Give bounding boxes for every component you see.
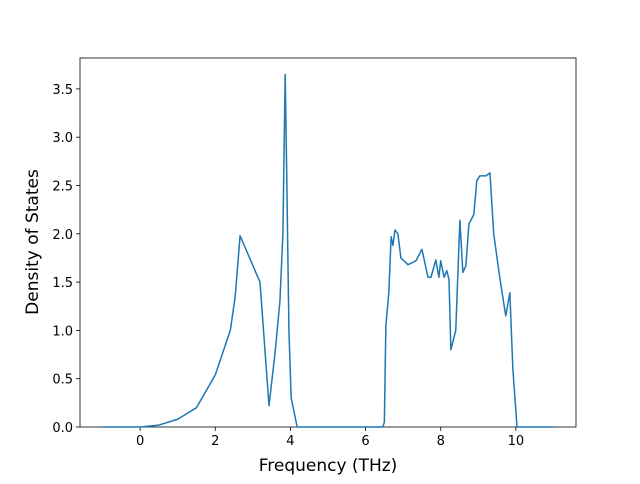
y-tick-label: 2.0 [52,228,73,243]
x-tick-label: 10 [508,434,525,449]
y-tick-label: 3.5 [52,83,73,98]
x-tick-label: 4 [286,434,294,449]
x-tick-label: 2 [211,434,219,449]
y-axis-label: Density of States [23,169,43,315]
x-tick-label: 6 [361,434,369,449]
data-line [102,73,554,428]
x-tick-label: 8 [437,434,445,449]
y-tick-label: 0.0 [52,421,73,436]
y-tick-label: 3.0 [52,131,73,146]
y-tick-label: 0.5 [52,373,73,388]
y-tick-label: 1.5 [52,276,73,291]
y-tick-label: 1.0 [52,324,73,339]
y-tick-label: 2.5 [52,180,73,195]
plot-frame [79,57,577,428]
x-axis-label: Frequency (THz) [259,456,398,476]
x-tick-label: 0 [136,434,144,449]
